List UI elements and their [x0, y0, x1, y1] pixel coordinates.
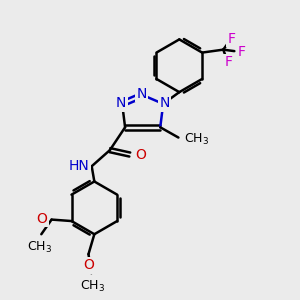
Text: CH$_3$: CH$_3$	[27, 239, 52, 255]
Text: O: O	[135, 148, 146, 161]
Text: O: O	[37, 212, 47, 226]
Text: F: F	[224, 55, 232, 69]
Text: N: N	[116, 96, 126, 110]
Text: CH$_3$: CH$_3$	[184, 132, 209, 147]
Text: O: O	[84, 258, 94, 272]
Text: F: F	[227, 32, 236, 46]
Text: CH$_3$: CH$_3$	[80, 278, 105, 294]
Text: HN: HN	[69, 159, 89, 173]
Text: F: F	[238, 45, 246, 59]
Text: N: N	[136, 87, 147, 101]
Text: N: N	[159, 96, 170, 110]
